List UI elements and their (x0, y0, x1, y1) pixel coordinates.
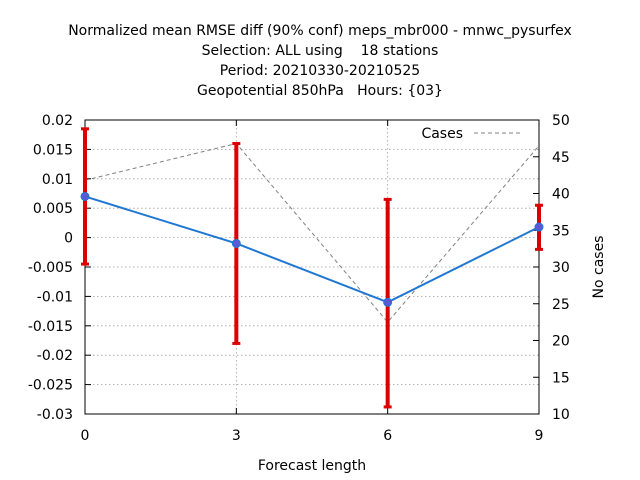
legend: Cases (421, 126, 522, 142)
data-point (80, 191, 90, 201)
cases-line (84, 142, 540, 323)
x-tick-label: 6 (383, 428, 392, 444)
y-tick-label: -0.005 (28, 260, 73, 276)
x-tick-label: 9 (535, 428, 544, 444)
y-tick-label: 0 (64, 231, 73, 247)
y-tick-label: -0.03 (37, 407, 73, 423)
title-line: Selection: ALL using 18 stations (202, 43, 439, 59)
y-tick-label: 0.02 (42, 113, 73, 129)
y-tick-label: -0.025 (28, 378, 73, 394)
x-axis-label: Forecast length (258, 458, 366, 474)
rmse-diff-line (84, 195, 540, 304)
y2-tick-label: 25 (552, 297, 570, 313)
y2-tick-label: 15 (552, 370, 570, 386)
y-tick-label: 0.005 (33, 201, 73, 217)
y-tick-label: 0.01 (42, 172, 73, 188)
y-tick-label: -0.01 (37, 289, 73, 305)
data-point (383, 297, 393, 307)
series-layer (80, 127, 544, 409)
data-point (231, 238, 241, 248)
title-line: Period: 20210330-20210525 (220, 63, 420, 79)
y-tick-label: 0.015 (33, 142, 73, 158)
y2-tick-label: 10 (552, 407, 570, 423)
x-axis: 0 3 6 9 (81, 120, 544, 444)
chart-title: Normalized mean RMSE diff (90% conf) mep… (68, 23, 572, 99)
y2-axis: 10 15 20 25 30 35 40 45 50 (533, 113, 570, 423)
y-tick-label: -0.02 (37, 348, 73, 364)
y2-tick-label: 50 (552, 113, 570, 129)
y2-axis-label: No cases (591, 236, 607, 299)
y2-tick-label: 40 (552, 187, 570, 203)
data-point (534, 222, 544, 232)
x-tick-label: 3 (232, 428, 241, 444)
y2-tick-label: 35 (552, 223, 570, 239)
y-axis: -0.03 -0.025 -0.02 -0.015 -0.01 -0.005 0 0.005 0… (28, 113, 91, 423)
y-tick-label: -0.015 (28, 319, 73, 335)
y2-tick-label: 30 (552, 260, 570, 276)
title-line: Normalized mean RMSE diff (90% conf) mep… (68, 23, 572, 39)
title-line: Geopotential 850hPa Hours: {03} (197, 83, 443, 99)
y2-tick-label: 45 (552, 150, 570, 166)
grid (85, 120, 539, 414)
legend-label: Cases (421, 126, 463, 142)
y2-tick-label: 20 (552, 334, 570, 350)
x-tick-label: 0 (81, 428, 90, 444)
